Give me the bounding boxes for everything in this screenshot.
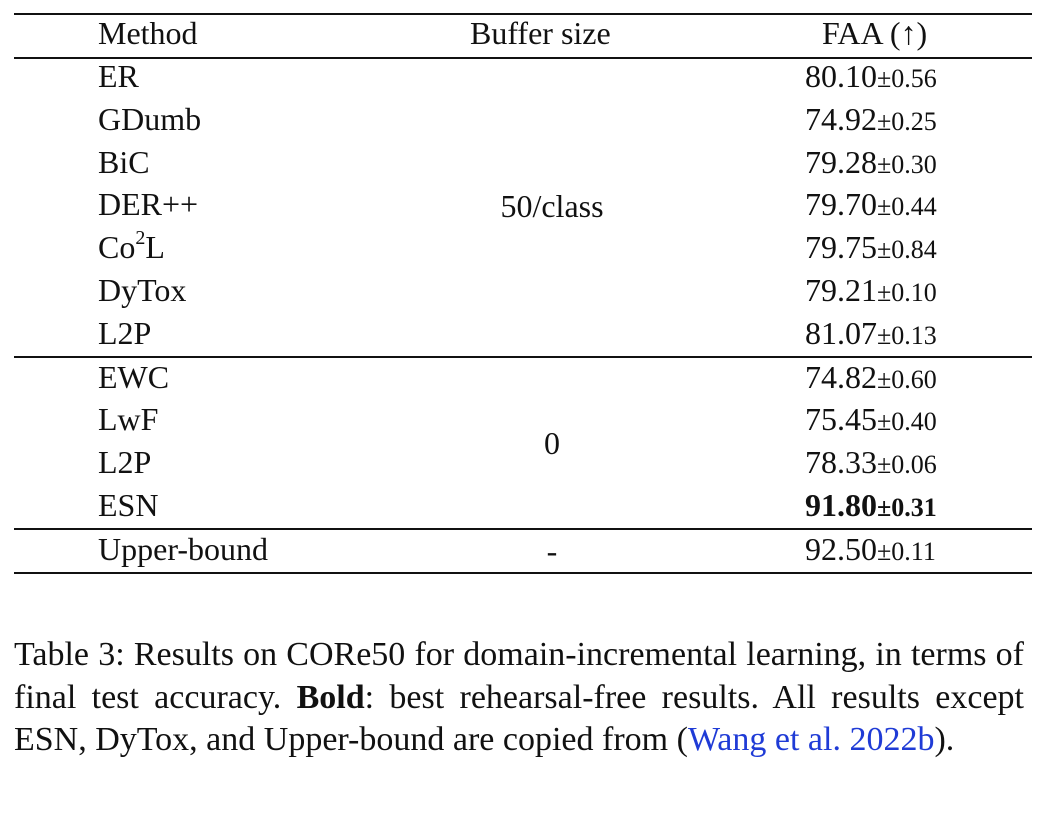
method-name: Co2L bbox=[98, 227, 165, 266]
table-row: ESN 91.80±0.31 bbox=[0, 484, 1047, 527]
group-rule bbox=[14, 572, 1032, 574]
method-name: DyTox bbox=[98, 272, 187, 308]
header-row: Method Buffer size FAA (↑) bbox=[0, 12, 1047, 55]
faa-value: 79.21±0.10 bbox=[805, 272, 937, 308]
table-row: DyTox 79.21±0.10 bbox=[0, 269, 1047, 312]
table-row: BiC 79.28±0.30 bbox=[0, 141, 1047, 184]
citation-link[interactable]: Wang et al. 2022b bbox=[687, 721, 935, 758]
buffer-size-value: 50/class bbox=[500, 188, 604, 225]
caption-text: ). bbox=[934, 721, 955, 758]
method-name: ESN bbox=[98, 487, 159, 523]
faa-value: 81.07±0.13 bbox=[805, 314, 937, 351]
faa-value: 79.75±0.84 bbox=[805, 229, 937, 266]
table-row: Co2L 79.75±0.84 bbox=[0, 226, 1047, 269]
faa-value: 75.45±0.40 bbox=[805, 401, 937, 438]
table-row: Upper-bound 92.50±0.11 bbox=[0, 528, 1047, 571]
method-name: Upper-bound bbox=[98, 530, 268, 567]
method-name: BiC bbox=[98, 143, 150, 180]
faa-value: 78.33±0.06 bbox=[805, 444, 937, 481]
table-row: GDumb 74.92±0.25 bbox=[0, 98, 1047, 141]
header-method: Method bbox=[98, 15, 198, 51]
table-row: LwF 75.45±0.40 bbox=[0, 398, 1047, 441]
faa-value: 92.50±0.11 bbox=[805, 530, 936, 567]
table-caption: Table 3: Results on CORe50 for domain-in… bbox=[14, 634, 1024, 762]
faa-value: 79.28±0.30 bbox=[805, 143, 937, 180]
faa-value: 74.82±0.60 bbox=[805, 358, 937, 395]
header-buffer-size: Buffer size bbox=[470, 15, 611, 51]
method-name: EWC bbox=[98, 358, 170, 395]
buffer-size-value: - bbox=[546, 532, 558, 569]
faa-value: 79.70±0.44 bbox=[805, 186, 937, 223]
group-rule bbox=[14, 356, 1032, 358]
table-row: L2P 78.33±0.06 bbox=[0, 441, 1047, 484]
table-row: L2P 81.07±0.13 bbox=[0, 312, 1047, 355]
faa-value: 74.92±0.25 bbox=[805, 100, 937, 137]
faa-value: 91.80±0.31 bbox=[805, 487, 937, 523]
method-name: L2P bbox=[98, 444, 152, 481]
method-name: ER bbox=[98, 58, 139, 94]
header-rule bbox=[14, 57, 1032, 59]
method-name: L2P bbox=[98, 314, 152, 351]
caption-bold: Bold bbox=[296, 678, 365, 716]
table-row: EWC 74.82±0.60 bbox=[0, 356, 1047, 399]
caption-text: : best rehearsal-free results. All resul… bbox=[14, 678, 1025, 759]
method-name: LwF bbox=[98, 401, 159, 438]
buffer-size-value: 0 bbox=[544, 424, 560, 461]
faa-value: 80.10±0.56 bbox=[805, 58, 937, 94]
method-name: GDumb bbox=[98, 100, 202, 137]
table-row: DER++ 79.70±0.44 bbox=[0, 183, 1047, 226]
caption-text: Table 3: Results on CORe50 for domain-in… bbox=[14, 636, 1024, 716]
table-row: ER 80.10±0.56 bbox=[0, 55, 1047, 98]
group-rule bbox=[14, 528, 1032, 530]
top-rule bbox=[14, 13, 1032, 15]
header-faa: FAA (↑) bbox=[822, 15, 928, 51]
method-name: DER++ bbox=[98, 186, 199, 223]
